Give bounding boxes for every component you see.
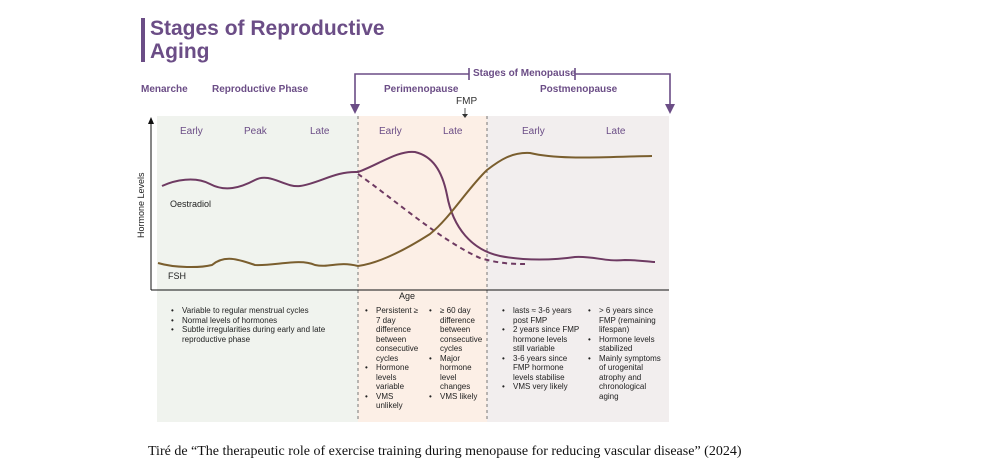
substage-repro-peak: Peak [244, 126, 268, 137]
substage-peri-early: Early [379, 126, 402, 137]
list-item: VMS unlikely [365, 392, 422, 411]
menarche-label: Menarche [141, 84, 188, 95]
list-item: Subtle irregularities during early and l… [171, 325, 355, 344]
notes-peri-early: Persistent ≥ 7 day difference between co… [364, 306, 422, 411]
perimenopause-label: Perimenopause [384, 84, 459, 95]
fsh-curve [157, 151, 653, 269]
y-axis-arrowhead [148, 117, 154, 124]
zone-reproductive [157, 116, 358, 422]
substage-repro-late: Late [310, 126, 330, 137]
fmp-arrowhead [462, 114, 468, 118]
list-item: lasts ≈ 3-6 years post FMP [502, 306, 581, 325]
list-item: ≥ 60 day difference between consecutive … [429, 306, 484, 354]
notes-post-late: > 6 years since FMP (remaining lifespan)… [587, 306, 665, 401]
postmenopause-label: Postmenopause [540, 84, 618, 95]
list-item: Major hormone level changes [429, 354, 484, 392]
list-item: 2 years since FMP hormone levels still v… [502, 325, 581, 354]
fsh-label: FSH [168, 271, 186, 281]
oestradiol-curve [161, 150, 656, 263]
title-accent-bar [141, 18, 145, 62]
stages-of-menopause-label: Stages of Menopause [473, 68, 576, 79]
notes-post-early: lasts ≈ 3-6 years post FMP 2 years since… [501, 306, 581, 392]
menopause-bracket [354, 68, 671, 110]
list-item: > 6 years since FMP (remaining lifespan) [588, 306, 665, 335]
list-item: Hormone levels stabilized [588, 335, 665, 354]
substage-post-early: Early [522, 126, 545, 137]
reproductive-phase-label: Reproductive Phase [212, 84, 309, 95]
list-item: Persistent ≥ 7 day difference between co… [365, 306, 422, 363]
list-item: Mainly symptoms of urogenital atrophy an… [588, 354, 665, 402]
list-item: 3-6 years since FMP hormone levels stabi… [502, 354, 581, 383]
list-item: Variable to regular menstrual cycles [171, 306, 355, 316]
x-axis-label: Age [399, 291, 415, 301]
fmp-label: FMP [456, 96, 478, 107]
list-item: VMS likely [429, 392, 484, 402]
list-item: Normal levels of hormones [171, 316, 355, 326]
bracket-arrow-right [665, 104, 675, 114]
notes-peri-late: ≥ 60 day difference between consecutive … [428, 306, 484, 401]
figure-caption: Tiré de “The therapeutic role of exercis… [148, 444, 742, 459]
oestradiol-label: Oestradiol [170, 199, 211, 209]
substage-repro-early: Early [180, 126, 203, 137]
notes-reproductive: Variable to regular menstrual cycles Nor… [170, 306, 355, 344]
bracket-arrow-left [350, 104, 360, 114]
substage-peri-late: Late [443, 126, 463, 137]
substage-post-late: Late [606, 126, 626, 137]
list-item: Hormone levels variable [365, 363, 422, 392]
y-axis-label: Hormone Levels [136, 172, 146, 238]
page-title: Stages of Reproductive Aging [150, 17, 385, 63]
list-item: VMS very likely [502, 382, 581, 392]
